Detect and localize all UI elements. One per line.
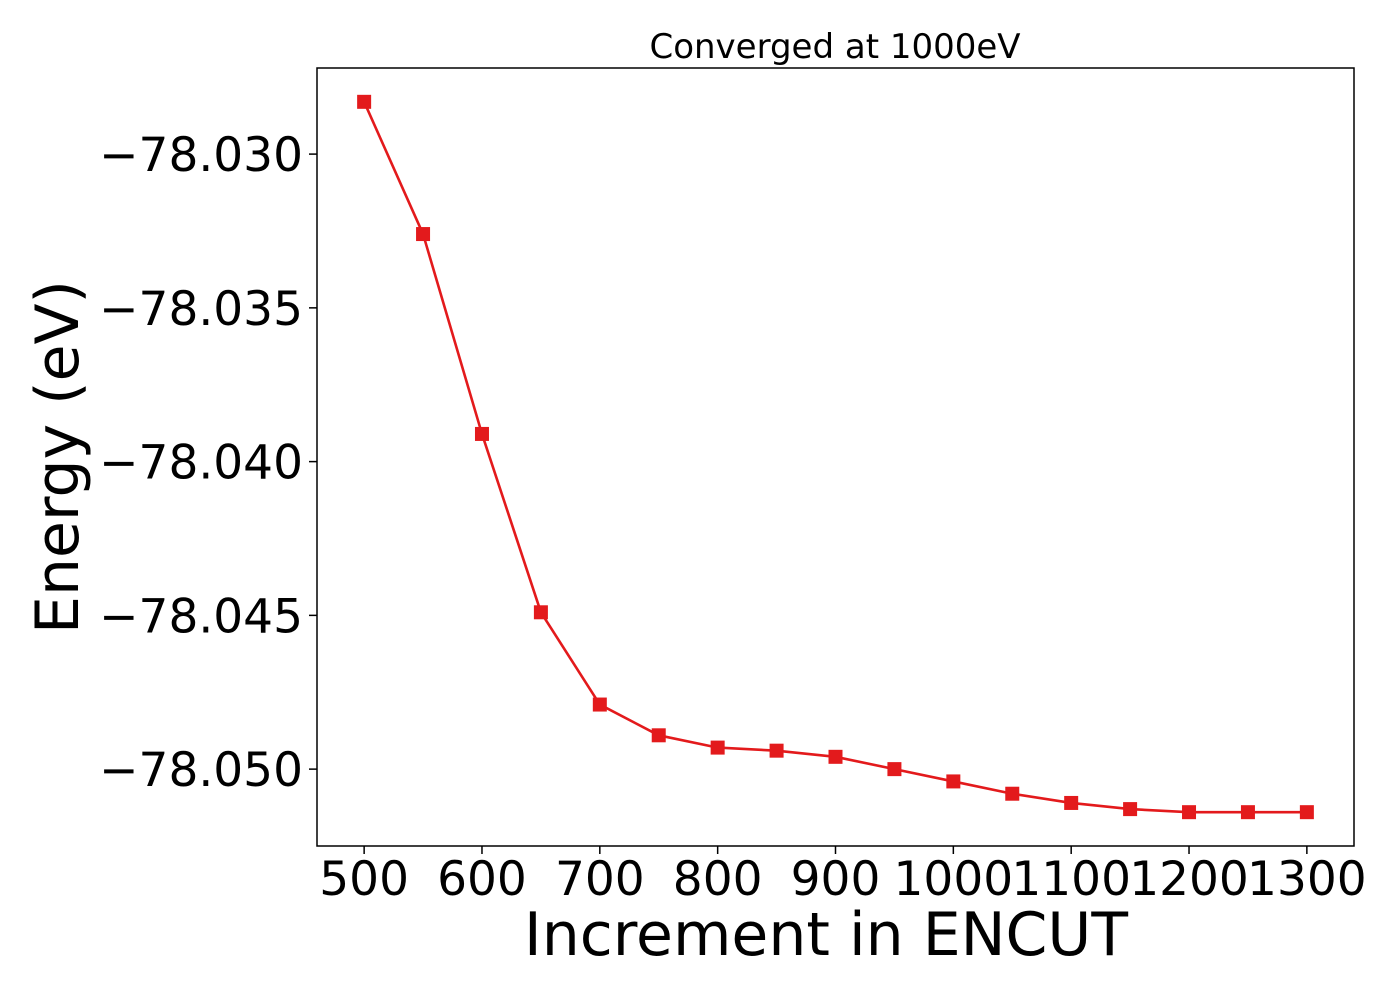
x-tick-label: 1100 [1011,852,1131,907]
y-tick-label: −78.035 [99,282,303,337]
data-point-marker [946,774,961,789]
data-point-marker [416,227,431,242]
x-tick-label: 1200 [1129,852,1249,907]
x-axis-label: Increment in ENCUT [524,900,1128,970]
x-tick-label: 700 [555,852,645,907]
x-tick-label: 500 [319,852,409,907]
y-axis-ticks: −78.030 −78.035 −78.040 −78.045 −78.050 [99,128,317,798]
data-point-marker [710,740,725,755]
data-point-marker [1064,795,1079,810]
data-point-marker [357,94,372,109]
data-point-marker [474,426,489,441]
y-tick-label: −78.050 [99,743,303,798]
data-point-marker [1005,786,1020,801]
data-point-marker [533,605,548,620]
plot-layer [357,94,1314,820]
x-tick-label: 600 [437,852,527,907]
data-point-marker [887,762,902,777]
data-point-marker [828,749,843,764]
x-tick-label: 1000 [894,852,1014,907]
x-tick-label: 900 [791,852,881,907]
y-tick-label: −78.030 [99,128,303,183]
x-tick-label: 800 [673,852,763,907]
series-line [362,101,1307,814]
chart-title: Converged at 1000eV [649,27,1020,67]
plot-frame [316,67,1355,847]
data-point-marker [1182,805,1197,820]
x-tick-label: 1300 [1247,852,1367,907]
data-point-marker [1123,802,1138,817]
data-point-marker [1240,805,1255,820]
data-point-marker [769,743,784,758]
y-tick-label: −78.040 [99,436,303,491]
y-tick-label: −78.045 [99,589,303,644]
data-point-marker [651,728,666,743]
data-point-marker [1299,805,1314,820]
y-axis-label: Energy (eV) [23,280,93,634]
data-point-marker [592,697,607,712]
